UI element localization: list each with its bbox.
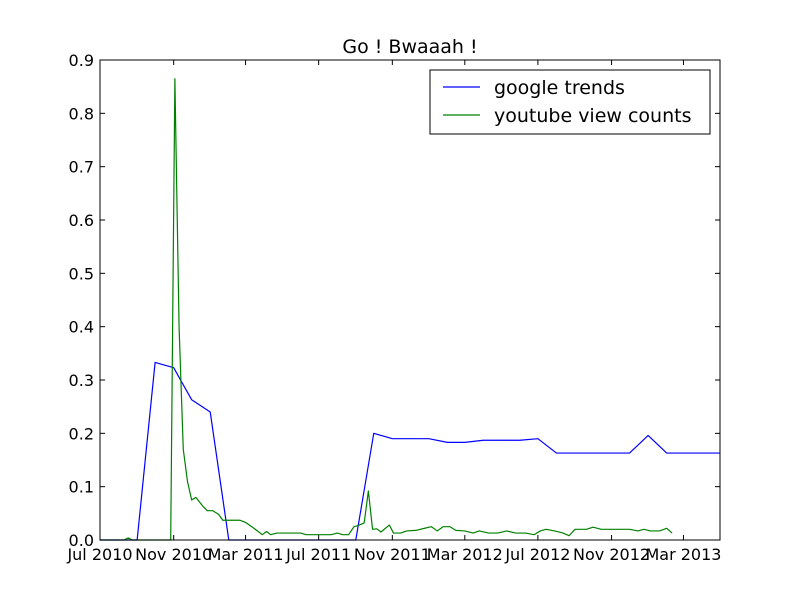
x-tick-label: Jul 2011 xyxy=(285,545,351,564)
y-tick-label: 0.1 xyxy=(69,478,94,497)
y-tick-label: 0.6 xyxy=(69,211,94,230)
legend-label: youtube view counts xyxy=(494,105,692,127)
series-line-google-trends xyxy=(100,361,720,541)
y-tick-label: 0.0 xyxy=(69,531,94,550)
x-tick-label: Mar 2012 xyxy=(427,545,503,564)
series-lines xyxy=(100,78,720,541)
x-tick-label: Nov 2012 xyxy=(573,545,650,564)
x-tick-label: Mar 2011 xyxy=(208,545,284,564)
legend-box xyxy=(429,69,711,135)
y-tick-label: 0.3 xyxy=(69,371,94,390)
y-tick-label: 0.7 xyxy=(69,158,94,177)
legend-label: google trends xyxy=(494,77,625,99)
x-tick-label: Jul 2010 xyxy=(66,545,132,564)
chart-title: Go ! Bwaaah ! xyxy=(342,36,477,58)
plot-frame xyxy=(99,59,721,541)
y-tick-label: 0.9 xyxy=(69,51,94,70)
y-tick-label: 0.4 xyxy=(69,318,94,337)
x-tick-label: Nov 2010 xyxy=(135,545,212,564)
x-tick-label: Mar 2013 xyxy=(645,545,721,564)
x-tick-label: Jul 2012 xyxy=(504,545,570,564)
y-tick-label: 0.5 xyxy=(69,264,94,283)
y-tick-label: 0.8 xyxy=(69,104,94,123)
series-line-youtube-view-counts xyxy=(100,78,673,541)
legend: google trends youtube view counts xyxy=(429,69,711,135)
y-axis-ticks: 0.0 0.1 0.2 0.3 0.4 0.5 0.6 0.7 0.8 0.9 xyxy=(69,51,720,550)
y-tick-label: 0.2 xyxy=(69,424,94,443)
x-tick-label: Nov 2011 xyxy=(354,545,431,564)
